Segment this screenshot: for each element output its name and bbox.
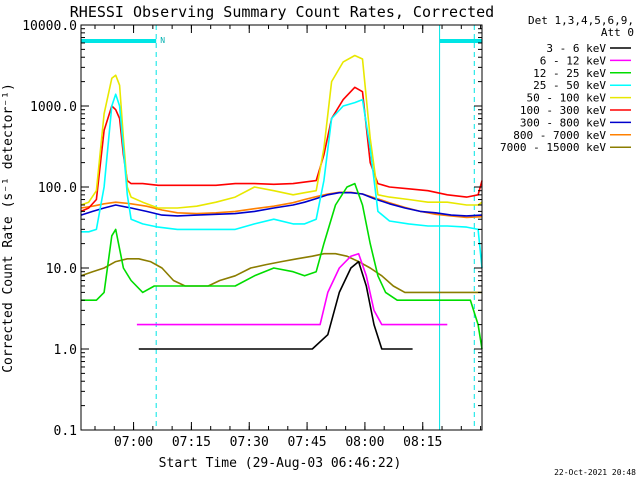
y-tick-label: 100.0 [38, 181, 77, 196]
legend-label-4: 50 - 100 keV [527, 92, 607, 105]
chart-title: RHESSI Observing Summary Count Rates, Co… [70, 3, 494, 21]
legend-label-3: 25 - 50 keV [533, 79, 606, 92]
legend-label-7: 800 - 7000 keV [513, 129, 606, 142]
legend-label-5: 100 - 300 keV [520, 104, 606, 117]
y-tick-label: 1.0 [54, 343, 77, 358]
x-tick-label: 07:30 [230, 435, 269, 450]
legend-header-line-2: Att 0 [601, 26, 634, 39]
legend-header-line-1: Det 1,3,4,5,6,9, [528, 14, 634, 27]
y-tick-label: 1000.0 [30, 100, 77, 115]
night-bar-label: N [160, 36, 165, 45]
axes: 0.1 1.0 10.0 100.0 1000.0 10000.0 07:00 07:15 07… [22, 19, 482, 450]
legend-label-6: 300 - 800 keV [520, 116, 606, 129]
x-tick-label: 07:00 [114, 435, 153, 450]
x-tick-label: 08:15 [403, 435, 442, 450]
y-tick-label: 0.1 [54, 424, 77, 439]
y-tick-label: 10.0 [46, 262, 77, 277]
plot-frame [80, 24, 483, 431]
plot-area: N [80, 25, 483, 430]
series-line-2 [81, 182, 483, 350]
series-line-6 [80, 191, 483, 217]
x-tick-label: 07:45 [288, 435, 327, 450]
series-line-8 [80, 252, 482, 294]
series-line-0 [138, 260, 413, 350]
x-tick-label: 08:00 [345, 435, 384, 450]
date-stamp: 22-Oct-2021 20:48 [554, 468, 636, 477]
series-line-1 [136, 252, 448, 326]
legend-label-8: 7000 - 15000 keV [500, 141, 606, 154]
legend-label-0: 3 - 6 keV [546, 42, 606, 55]
y-axis-label: Corrected Count Rate (s⁻¹ detector⁻¹) [1, 83, 16, 373]
series-line-4 [80, 54, 483, 209]
legend-label-1: 6 - 12 keV [540, 54, 607, 67]
legend-label-2: 12 - 25 keV [533, 67, 606, 80]
x-axis-label: Start Time (29-Aug-03 06:46:22) [159, 456, 402, 471]
x-tick-label: 07:15 [172, 435, 211, 450]
series-line-5 [80, 86, 483, 213]
series-line-3 [81, 93, 483, 269]
y-tick-label: 10000.0 [22, 19, 77, 34]
